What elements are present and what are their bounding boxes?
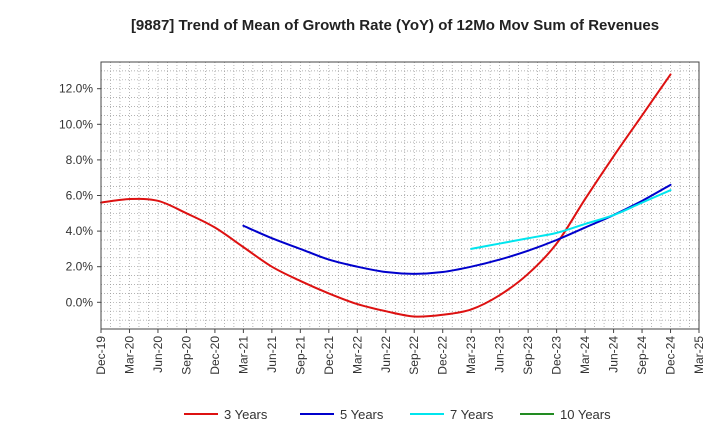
y-axis: 0.0% 2.0% 4.0% 6.0% 8.0% 10.0% 12.0% [59,82,101,309]
x-tick-label: Sep-21 [293,336,307,375]
x-tick-label: Jun-24 [607,336,621,373]
legend: 3 Years 5 Years 7 Years 10 Years [184,407,611,422]
x-tick-label: Mar-22 [350,336,364,374]
x-tick-label: Mar-20 [122,336,136,374]
legend-label: 3 Years [224,407,268,422]
x-tick-label: Sep-20 [179,336,193,375]
legend-label: 10 Years [560,407,611,422]
series-line-3-years [100,73,672,318]
x-tick-label: Jun-22 [379,336,393,373]
x-tick-label: Mar-21 [236,336,250,374]
y-tick-label: 2.0% [66,260,94,274]
y-tick-label: 12.0% [59,82,93,96]
x-axis: Dec-19 Mar-20 Jun-20 Sep-20 Dec-20 Mar-21 Jun-… [94,329,706,375]
legend-label: 5 Years [340,407,384,422]
x-tick-label: Jun-21 [265,336,279,373]
x-tick-label: Dec-23 [550,336,564,375]
x-tick-label: Dec-24 [664,336,678,375]
chart-title: [9887] Trend of Mean of Growth Rate (YoY… [131,17,659,34]
grid [101,62,699,329]
x-tick-label: Mar-24 [578,336,592,374]
y-tick-label: 4.0% [66,224,94,238]
x-tick-label: Jun-20 [151,336,165,373]
x-tick-label: Mar-25 [692,336,706,374]
x-tick-label: Dec-20 [208,336,222,375]
x-tick-label: Dec-22 [436,336,450,375]
x-tick-label: Jun-23 [493,336,507,373]
y-tick-label: 10.0% [59,117,93,131]
y-tick-label: 8.0% [66,153,94,167]
x-tick-label: Mar-23 [464,336,478,374]
y-tick-label: 6.0% [66,189,94,203]
legend-label: 7 Years [450,407,494,422]
series-lines [100,73,672,318]
series-line-5-years [242,183,672,275]
y-tick-label: 0.0% [66,295,94,309]
x-tick-label: Dec-19 [94,336,108,375]
x-tick-label: Sep-24 [635,336,649,375]
x-tick-label: Dec-21 [322,336,336,375]
series-line-7-years [470,189,672,250]
x-tick-label: Sep-23 [521,336,535,375]
plot-frame [100,61,700,330]
x-tick-label: Sep-22 [407,336,421,375]
